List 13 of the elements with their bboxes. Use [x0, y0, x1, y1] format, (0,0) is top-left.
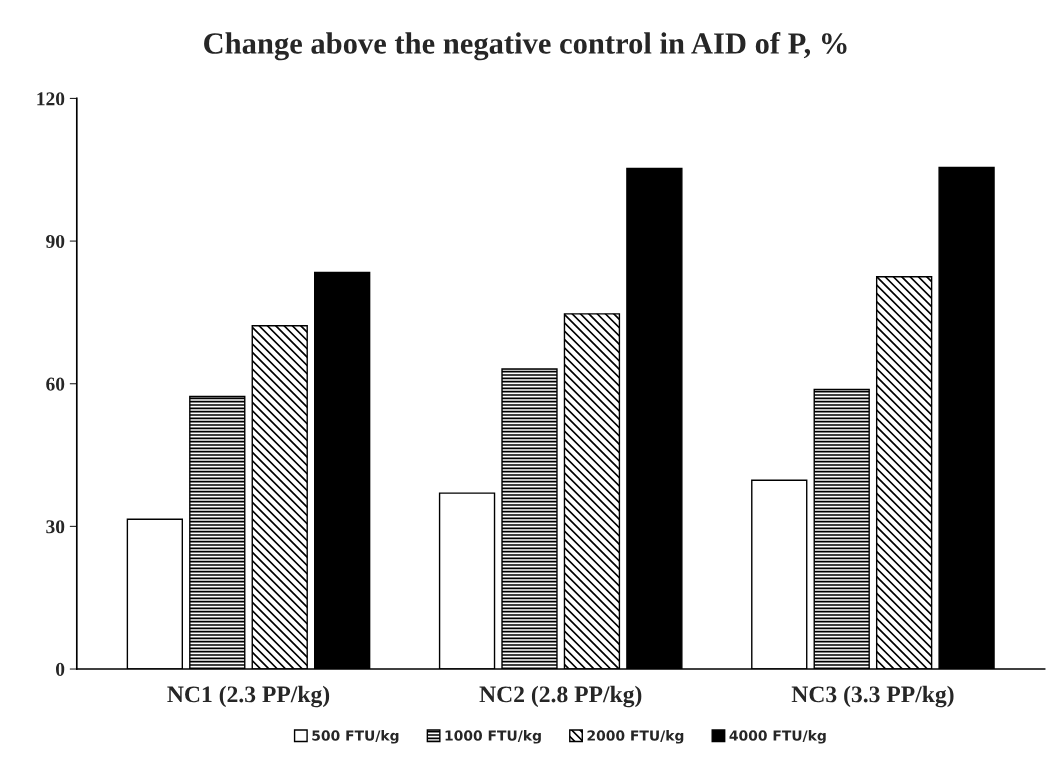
x-tick-label: NC2 (2.8 PP/kg) — [479, 685, 642, 708]
legend-label: 2000 FTU/kg — [587, 730, 684, 744]
legend-label: 1000 FTU/kg — [445, 730, 541, 744]
y-tick-label: 0 — [56, 662, 65, 676]
y-tick-label: 30 — [46, 520, 65, 534]
chart-title: Change above the negative control in AID of P, % — [204, 32, 847, 61]
x-tick-label: NC1 (2.3 PP/kg) — [167, 685, 330, 708]
y-tick-label: 60 — [46, 377, 65, 391]
y-tick-label: 90 — [46, 234, 65, 249]
x-tick-label: NC3 (3.3 PP/kg) — [791, 685, 954, 708]
y-tick-label: 120 — [37, 92, 65, 106]
legend-label: 500 FTU/kg — [312, 730, 399, 744]
legend-label: 4000 FTU/kg — [729, 730, 826, 744]
